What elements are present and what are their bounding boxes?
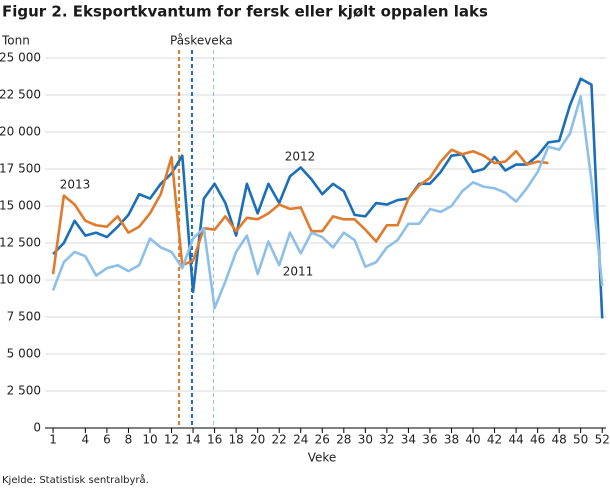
- x-tick-label: 30: [358, 433, 373, 447]
- x-tick-label: 12: [164, 433, 179, 447]
- y-axis-label: Tonn: [1, 34, 30, 48]
- x-tick-label: 20: [250, 433, 265, 447]
- x-tick-label: 50: [573, 433, 588, 447]
- y-tick-label: 15 000: [0, 199, 41, 213]
- x-tick-label: 36: [422, 433, 437, 447]
- x-tick-label: 22: [272, 433, 287, 447]
- x-tick-label: 38: [444, 433, 459, 447]
- y-tick-label: 0: [33, 421, 41, 435]
- x-tick-label: 1: [49, 433, 57, 447]
- y-tick-label: 10 000: [0, 273, 41, 287]
- y-tick-label: 7 500: [7, 310, 41, 324]
- x-tick-label: 24: [293, 433, 308, 447]
- x-tick-label: 32: [379, 433, 394, 447]
- x-tick-label: 6: [103, 433, 111, 447]
- source: Kjelde: Statistisk sentralbyrå.: [2, 473, 149, 486]
- x-tick-label: 10: [142, 433, 157, 447]
- x-tick-label: 40: [465, 433, 480, 447]
- series-label: 2013: [60, 178, 91, 192]
- series-line: [51, 95, 604, 310]
- x-tick-label: 14: [185, 433, 200, 447]
- series-line: [52, 77, 604, 319]
- y-tick-label: 2 500: [7, 384, 41, 398]
- y-tick-label: 25 000: [0, 51, 41, 65]
- x-tick-label: 18: [228, 433, 243, 447]
- x-tick-label: 42: [487, 433, 502, 447]
- y-tick-label: 22 500: [0, 88, 41, 102]
- y-tick-label: 20 000: [0, 125, 41, 139]
- y-tick-label: 12 500: [0, 236, 41, 250]
- x-axis-label: Veke: [308, 451, 337, 465]
- x-tick-label: 46: [530, 433, 545, 447]
- y-tick-label: 5 000: [7, 347, 41, 361]
- x-tick-label: 26: [315, 433, 330, 447]
- easter-label: Påskeveka: [170, 34, 233, 48]
- x-tick-label: 4: [82, 433, 90, 447]
- chart-title: Figur 2. Eksportkvantum for fersk eller …: [2, 3, 488, 21]
- series-label: 2011: [283, 265, 314, 279]
- x-tick-label: 48: [552, 433, 567, 447]
- x-tick-label: 28: [336, 433, 351, 447]
- series-line: [51, 148, 549, 275]
- x-tick-label: 34: [401, 433, 416, 447]
- x-tick-label: 8: [125, 433, 133, 447]
- x-tick-label: 44: [508, 433, 523, 447]
- series-label: 2012: [285, 150, 316, 164]
- y-tick-label: 17 500: [0, 162, 41, 176]
- x-tick-label: 52: [595, 433, 610, 447]
- x-tick-label: 16: [207, 433, 222, 447]
